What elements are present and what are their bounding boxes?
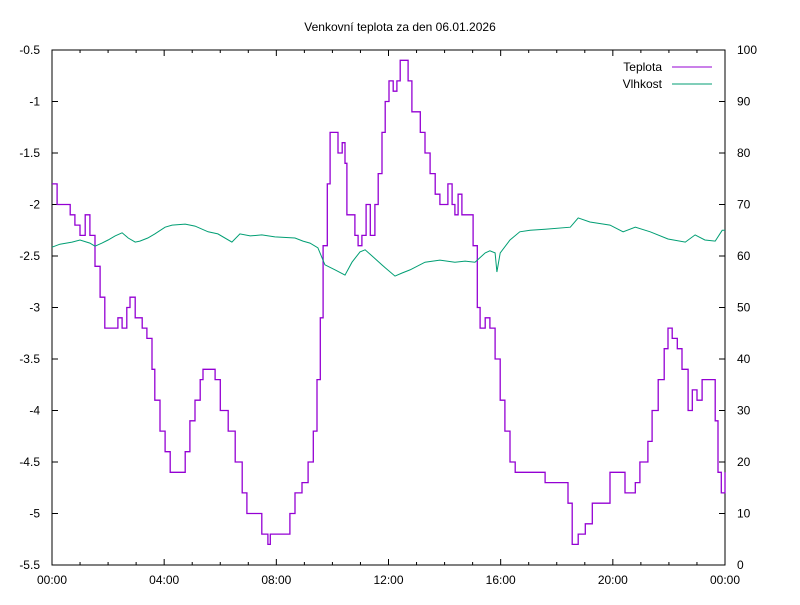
y-tick-label: -5.5 bbox=[19, 558, 40, 572]
x-tick-label: 16:00 bbox=[486, 573, 516, 587]
x-tick-label: 08:00 bbox=[261, 573, 291, 587]
y-tick-label: -2.5 bbox=[19, 249, 40, 263]
y-tick-label: -5 bbox=[29, 507, 40, 521]
y-tick-label: -1.5 bbox=[19, 146, 40, 160]
y-tick-label: -4 bbox=[29, 404, 40, 418]
x-tick-label: 20:00 bbox=[598, 573, 628, 587]
y2-tick-label: 80 bbox=[737, 146, 751, 160]
y-tick-label: -0.5 bbox=[19, 43, 40, 57]
axes: -0.5-1-1.5-2-2.5-3-3.5-4-4.5-5-5.5100908… bbox=[19, 43, 757, 587]
x-tick-label: 04:00 bbox=[149, 573, 179, 587]
x-tick-label: 00:00 bbox=[710, 573, 740, 587]
y2-tick-label: 30 bbox=[737, 404, 751, 418]
y2-tick-label: 20 bbox=[737, 455, 751, 469]
plot-border bbox=[51, 49, 726, 566]
y-tick-label: -4.5 bbox=[19, 455, 40, 469]
legend-label-teplota: Teplota bbox=[623, 60, 662, 74]
y2-tick-label: 60 bbox=[737, 249, 751, 263]
y2-tick-label: 100 bbox=[737, 43, 757, 57]
legend: Teplota Vlhkost bbox=[623, 60, 712, 91]
y-tick-label: -3 bbox=[29, 301, 40, 315]
y-tick-label: -3.5 bbox=[19, 352, 40, 366]
y2-tick-label: 40 bbox=[737, 352, 751, 366]
y2-tick-label: 0 bbox=[737, 558, 744, 572]
x-tick-label: 12:00 bbox=[373, 573, 403, 587]
x-tick-label: 00:00 bbox=[37, 573, 67, 587]
y-tick-label: -2 bbox=[29, 198, 40, 212]
y2-tick-label: 90 bbox=[737, 95, 751, 109]
series-line-vlhkost bbox=[51, 217, 725, 277]
series-group bbox=[51, 59, 726, 546]
y2-tick-label: 10 bbox=[737, 507, 751, 521]
y2-tick-label: 50 bbox=[737, 301, 751, 315]
y2-tick-label: 70 bbox=[737, 198, 751, 212]
chart-title: Venkovní teplota za den 06.01.2026 bbox=[304, 20, 496, 34]
y-tick-label: -1 bbox=[29, 95, 40, 109]
legend-label-vlhkost: Vlhkost bbox=[623, 77, 663, 91]
series-line-teplota bbox=[52, 59, 726, 546]
